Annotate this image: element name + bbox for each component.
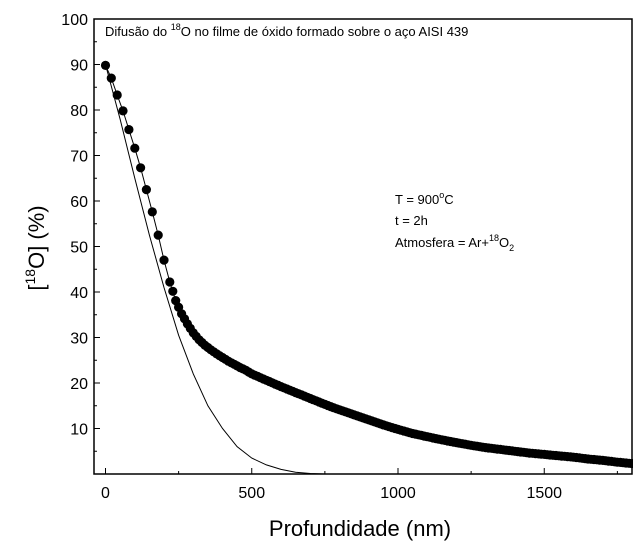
y-tick-label: 100	[61, 12, 88, 29]
data-point	[113, 90, 122, 99]
x-tick-label: 0	[101, 485, 110, 502]
annotation-atmosphere: Atmosfera = Ar+18O2	[395, 233, 514, 253]
x-axis-label: Profundidade (nm)	[269, 516, 451, 541]
x-tick-label: 1000	[380, 485, 416, 502]
annotation-time: t = 2h	[395, 213, 428, 228]
data-point	[154, 231, 163, 240]
data-point	[142, 185, 151, 194]
fit-line	[106, 65, 325, 475]
y-tick-label: 40	[70, 285, 88, 302]
fit-curve	[106, 65, 325, 475]
x-tick-label: 500	[238, 485, 265, 502]
plot-frame	[94, 19, 632, 474]
y-tick-label: 70	[70, 149, 88, 166]
y-tick-label: 30	[70, 331, 88, 348]
data-point	[136, 163, 145, 172]
data-point	[107, 74, 116, 83]
y-tick-label: 50	[70, 240, 88, 257]
y-tick-label: 90	[70, 58, 88, 75]
data-point	[101, 61, 110, 70]
x-tick-label: 1500	[526, 485, 562, 502]
annotation-temperature: T = 900oC	[395, 190, 454, 207]
data-point	[124, 125, 133, 134]
y-axis-label: [18O] (%)	[22, 205, 49, 290]
y-tick-label: 80	[70, 103, 88, 120]
y-tick-label: 10	[70, 422, 88, 439]
marker-series-line	[106, 65, 633, 463]
y-tick-label: 60	[70, 194, 88, 211]
data-point	[168, 287, 177, 296]
data-point	[130, 144, 139, 153]
chart-title: Difusão do 18O no filme de óxido formado…	[105, 22, 468, 39]
data-point	[159, 256, 168, 265]
y-tick-label: 20	[70, 376, 88, 393]
data-point	[118, 106, 127, 115]
data-markers	[101, 61, 633, 468]
data-point	[165, 277, 174, 286]
data-point	[148, 207, 157, 216]
